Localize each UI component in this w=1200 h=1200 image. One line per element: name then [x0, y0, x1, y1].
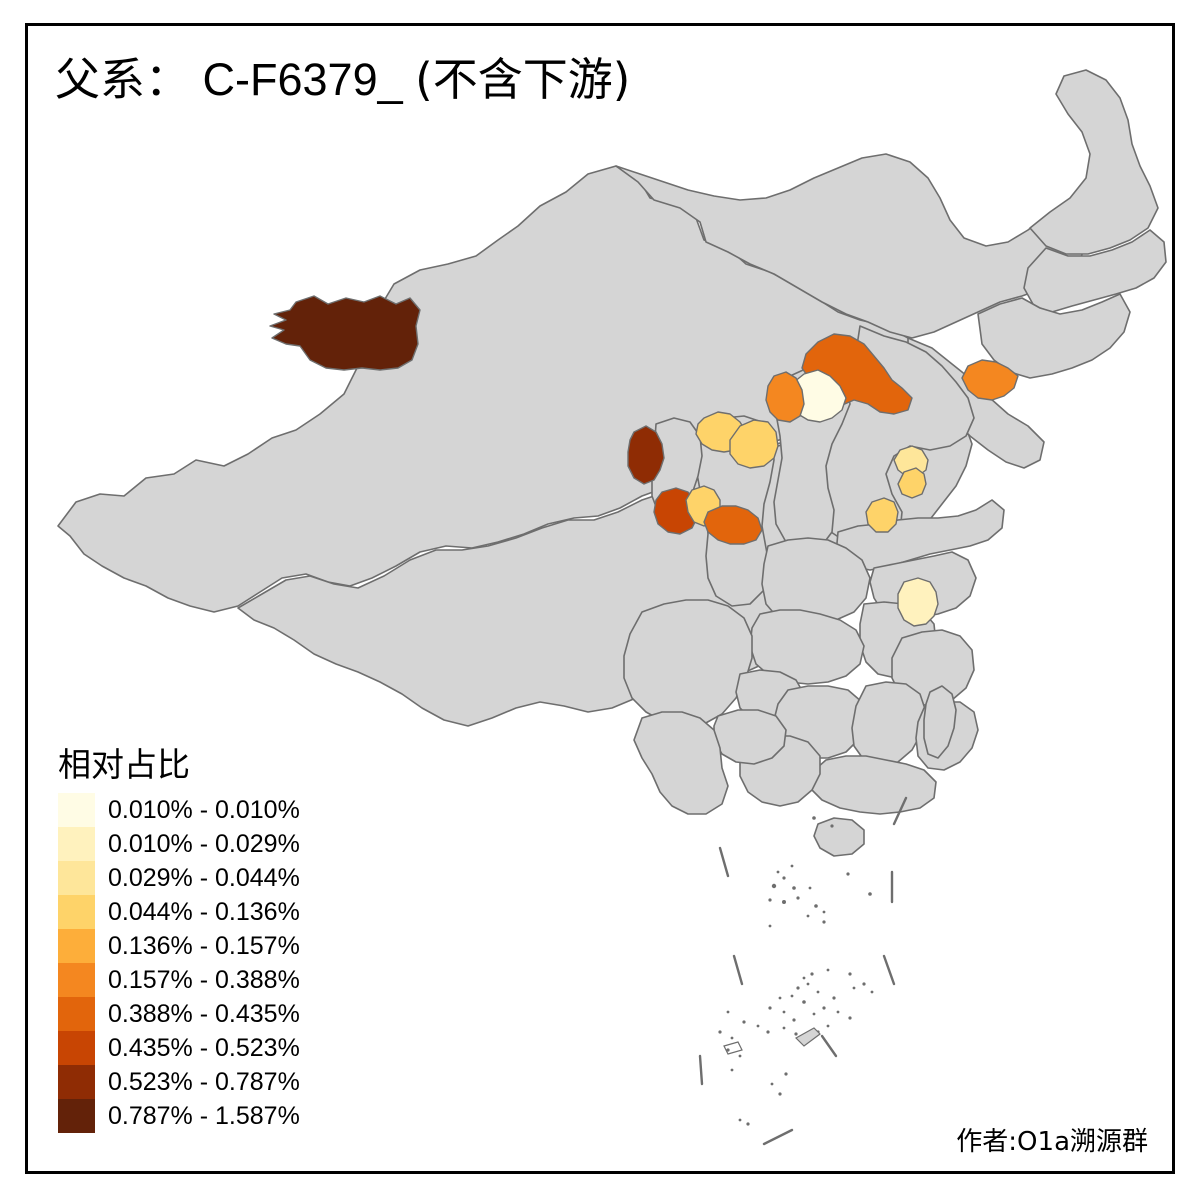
- region-linyi-shandong: [865, 497, 899, 533]
- legend-row: 0.787% - 1.587%: [48, 1099, 378, 1133]
- province-sichuan: [623, 599, 753, 727]
- region-dandong-liaoning: [961, 359, 1019, 401]
- legend-label: 0.787% - 1.587%: [108, 1102, 300, 1130]
- region-yinchuan-ningxia: [627, 425, 665, 485]
- legend-swatch: [58, 861, 95, 895]
- nine-dash-line: [698, 796, 908, 1146]
- legend-row: 0.523% - 0.787%: [48, 1065, 378, 1099]
- legend-row: 0.010% - 0.010%: [48, 793, 378, 827]
- legend: 相对占比 0.010% - 0.010% 0.010% - 0.029% 0.029…: [48, 745, 378, 1133]
- page-title: 父系： C-F6379_ (不含下游): [55, 52, 630, 108]
- legend-label: 0.388% - 0.435%: [108, 1000, 300, 1028]
- province-guizhou: [713, 709, 787, 765]
- legend-label: 0.157% - 0.388%: [108, 966, 300, 994]
- legend-swatch: [58, 997, 95, 1031]
- title-prefix: 父系：: [55, 53, 191, 106]
- legend-swatch: [58, 827, 95, 861]
- province-jiangxi: [851, 681, 927, 767]
- legend-row: 0.029% - 0.044%: [48, 861, 378, 895]
- legend-swatch: [58, 793, 95, 827]
- region-hangzhou-zhejiang: [897, 577, 939, 627]
- province-zhejiang: [891, 629, 975, 707]
- map-base-layer: [57, 69, 1167, 857]
- legend-swatch: [58, 963, 95, 997]
- title-haplogroup: C-F6379_: [202, 54, 403, 105]
- south-china-sea-inset: [698, 796, 908, 1146]
- map-data-layer: [269, 295, 1019, 627]
- region-bayannur-inner-mongolia: [269, 295, 421, 371]
- legend-row: 0.136% - 0.157%: [48, 929, 378, 963]
- province-yunnan: [633, 711, 729, 815]
- province-hubei: [749, 609, 865, 685]
- region-linfen-shanxi: [703, 505, 763, 545]
- legend-label: 0.029% - 0.044%: [108, 864, 300, 892]
- legend-label: 0.523% - 0.787%: [108, 1068, 300, 1096]
- province-hainan: [813, 817, 865, 857]
- legend-swatch: [58, 1031, 95, 1065]
- region-xinzhou-shanxi: [729, 419, 779, 469]
- legend-label: 0.136% - 0.157%: [108, 932, 300, 960]
- legend-label: 0.044% - 0.136%: [108, 898, 300, 926]
- legend-title: 相对占比: [58, 745, 190, 784]
- region-datong-shanxi: [765, 371, 805, 423]
- legend-swatch: [58, 929, 95, 963]
- legend-label: 0.435% - 0.523%: [108, 1034, 300, 1062]
- china-choropleth-map: [28, 26, 1172, 1171]
- legend-row: 0.044% - 0.136%: [48, 895, 378, 929]
- title-suffix: (不含下游): [415, 53, 631, 106]
- legend-row: 0.388% - 0.435%: [48, 997, 378, 1031]
- province-taiwan: [923, 685, 957, 759]
- legend-row: 0.157% - 0.388%: [48, 963, 378, 997]
- legend-row: 0.010% - 0.029%: [48, 827, 378, 861]
- island-specks: [718, 816, 874, 1126]
- legend-swatch: [58, 1099, 95, 1133]
- legend-label: 0.010% - 0.010%: [108, 796, 300, 824]
- legend-swatch: [58, 1065, 95, 1099]
- legend-row: 0.435% - 0.523%: [48, 1031, 378, 1065]
- legend-swatch: [58, 895, 95, 929]
- province-guangdong: [809, 755, 937, 815]
- province-henan: [761, 537, 871, 625]
- region-weihai-shandong: [897, 467, 927, 499]
- map-svg: [57, 69, 1167, 1146]
- legend-rows: 0.010% - 0.010% 0.010% - 0.029% 0.029% - 0…: [48, 793, 378, 1133]
- legend-label: 0.010% - 0.029%: [108, 830, 300, 858]
- province-heilongjiang: [1029, 69, 1159, 255]
- author-credit: 作者:O1a溯源群: [956, 1127, 1148, 1157]
